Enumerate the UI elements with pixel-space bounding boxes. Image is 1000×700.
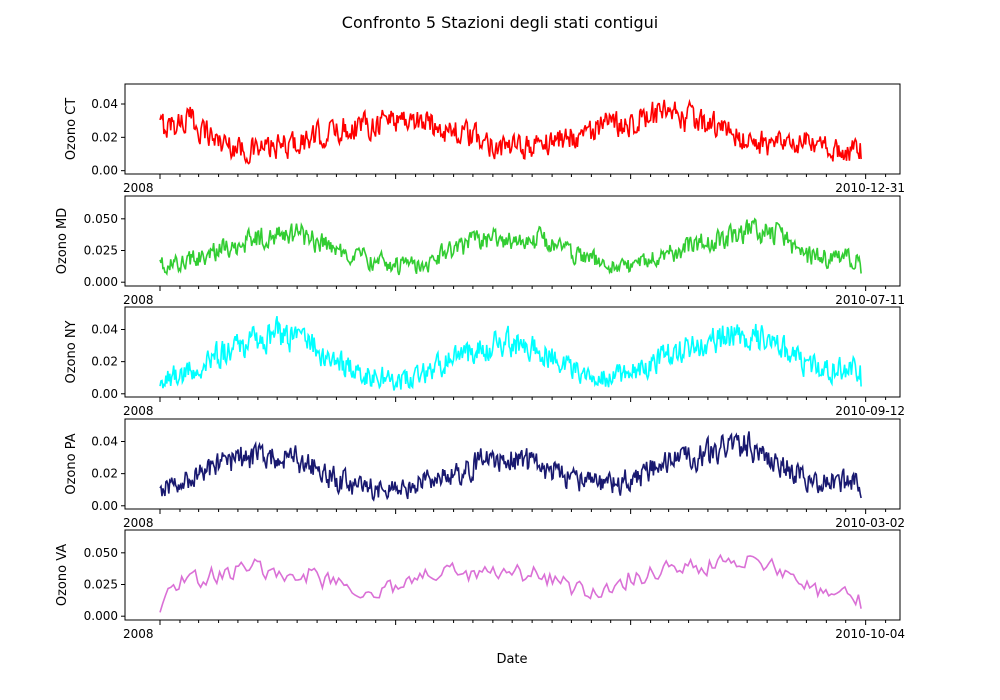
x-tick-label-first-ct: 2008 (123, 181, 154, 195)
y-axis-label-md: Ozono MD (55, 208, 70, 275)
chart-title: Confronto 5 Stazioni degli stati contigu… (342, 13, 658, 32)
y-axis-label-pa: Ozono PA (64, 433, 79, 494)
x-tick-label-last-va: 2010-10-04 (835, 627, 905, 641)
y-tick-label: 0.000 (84, 275, 118, 289)
series-line-md (159, 217, 862, 276)
x-tick-label-first-md: 2008 (123, 293, 154, 307)
x-tick-marks-va (159, 620, 887, 625)
y-tick-label: 0.025 (84, 244, 118, 258)
panel-va: 0.000 0.025 0.050 Ozono VA 2008 2010-10-04 (55, 529, 905, 641)
series-line-pa (159, 431, 862, 502)
x-tick-marks-pa (159, 509, 887, 514)
panel-md: 0.000 0.025 0.050 Ozono MD 2008 2010-07-11 (55, 195, 905, 307)
y-axis-label-ny: Ozono NY (64, 320, 79, 383)
x-tick-label-first-ny: 2008 (123, 404, 154, 418)
y-tick-label: 0.050 (84, 212, 118, 226)
x-tick-marks-ny (159, 397, 887, 402)
y-tick-label: 0.02 (91, 467, 118, 481)
x-tick-label-last-ny: 2010-09-12 (835, 404, 905, 418)
x-tick-label-first-pa: 2008 (123, 516, 154, 530)
y-tick-label: 0.02 (91, 355, 118, 369)
series-line-ct (159, 98, 862, 165)
axes-frame-ct (124, 83, 901, 175)
x-tick-marks-ct (159, 174, 887, 179)
panel-ny: 0.00 0.02 0.04 Ozono NY 2008 2010-09-12 (64, 306, 905, 418)
y-tick-label: 0.00 (91, 499, 118, 513)
y-tick-label: 0.04 (91, 97, 118, 111)
series-line-ny (159, 316, 862, 391)
panel-ct: 0.00 0.02 0.04 Ozono CT 2008 2010-12-31 (64, 83, 905, 195)
x-tick-label-last-pa: 2010-03-02 (835, 516, 905, 530)
y-tick-label: 0.050 (84, 546, 118, 560)
y-axis-label-ct: Ozono CT (64, 98, 79, 160)
y-tick-label: 0.04 (91, 435, 118, 449)
y-tick-label: 0.000 (84, 609, 118, 623)
x-tick-label-last-md: 2010-07-11 (835, 293, 905, 307)
y-tick-label: 0.00 (91, 164, 118, 178)
y-tick-label: 0.04 (91, 323, 118, 337)
axes-frame-ny (124, 306, 901, 398)
x-tick-label-first-va: 2008 (123, 627, 154, 641)
panel-pa: 0.00 0.02 0.04 Ozono PA 2008 2010-03-02 (64, 418, 905, 530)
series-line-va (159, 553, 862, 613)
y-tick-label: 0.025 (84, 578, 118, 592)
x-tick-marks-md (159, 286, 887, 291)
x-tick-label-last-ct: 2010-12-31 (835, 181, 905, 195)
y-tick-label: 0.02 (91, 130, 118, 144)
y-axis-label-va: Ozono VA (55, 544, 70, 606)
y-tick-label: 0.00 (91, 387, 118, 401)
x-axis-label: Date (496, 652, 527, 667)
